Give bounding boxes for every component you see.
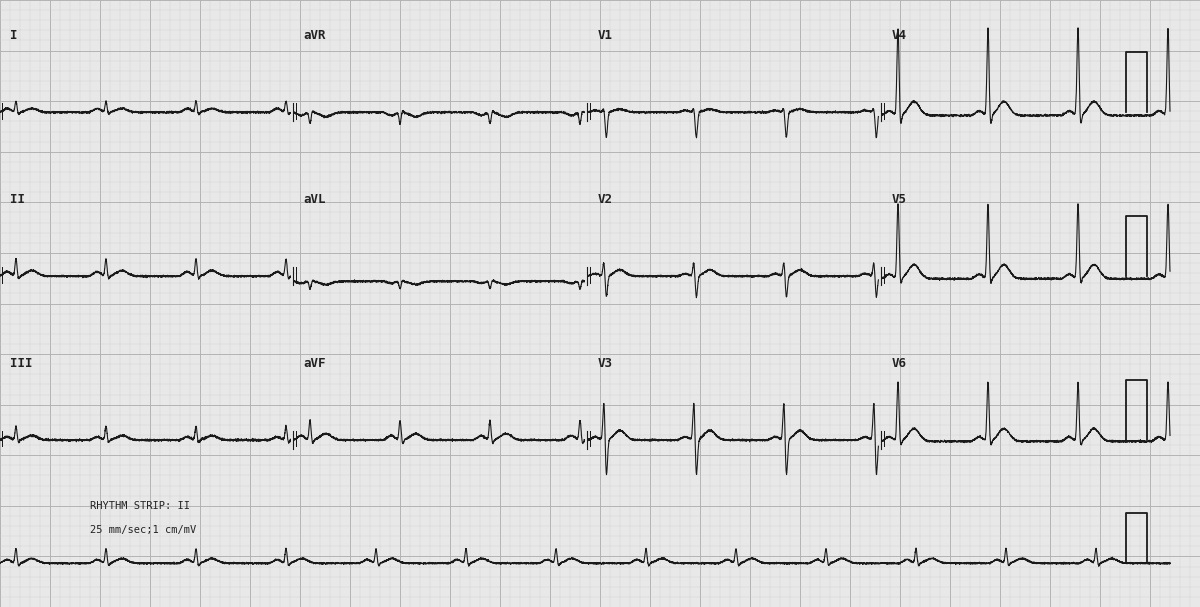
- Text: V6: V6: [892, 358, 907, 370]
- Text: V2: V2: [598, 194, 613, 206]
- Text: aVF: aVF: [304, 358, 326, 370]
- Text: aVR: aVR: [304, 30, 326, 42]
- Text: II: II: [10, 194, 24, 206]
- Text: III: III: [10, 358, 32, 370]
- Text: V3: V3: [598, 358, 613, 370]
- Text: V1: V1: [598, 30, 613, 42]
- Text: I: I: [10, 30, 17, 42]
- Text: RHYTHM STRIP: II: RHYTHM STRIP: II: [90, 501, 190, 510]
- Text: aVL: aVL: [304, 194, 326, 206]
- Text: 25 mm/sec;1 cm/mV: 25 mm/sec;1 cm/mV: [90, 525, 197, 535]
- Text: V5: V5: [892, 194, 907, 206]
- Text: V4: V4: [892, 30, 907, 42]
